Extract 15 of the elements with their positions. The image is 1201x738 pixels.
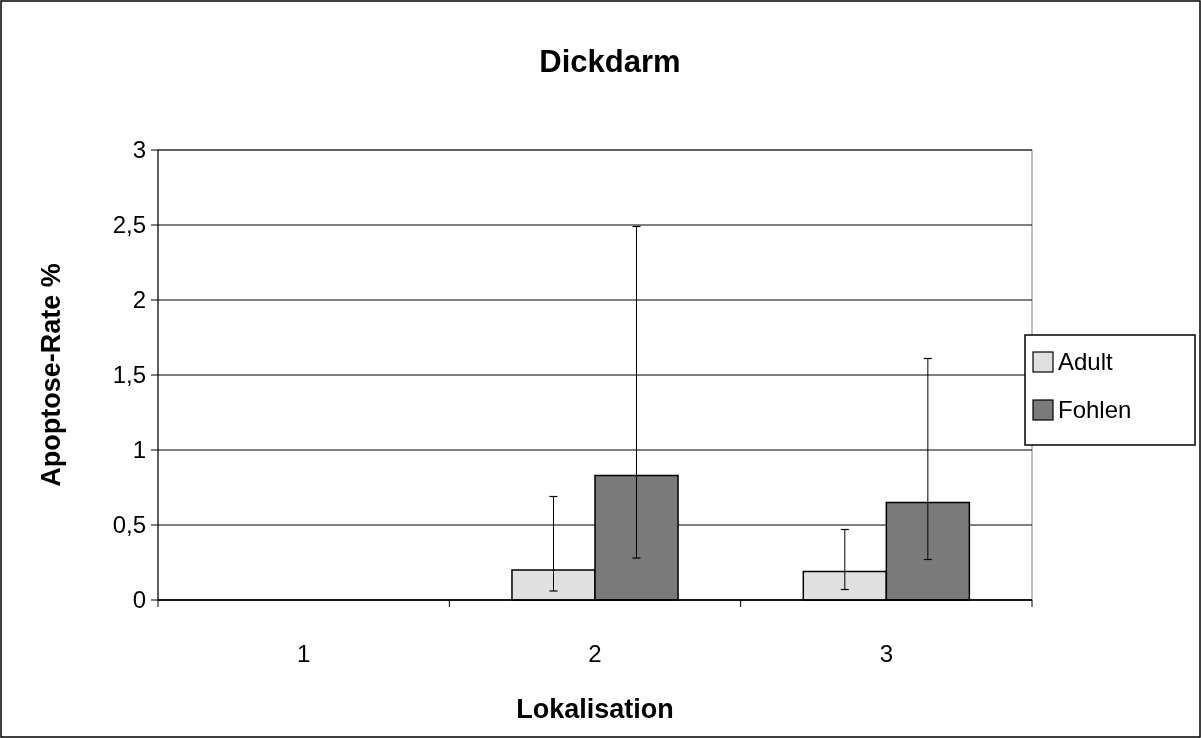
y-tick-label: 1,5	[112, 361, 146, 389]
y-tick-label: 1	[132, 436, 146, 464]
x-tick-label: 1	[296, 640, 311, 667]
y-axis-title: Apoptose-Rate %	[36, 263, 66, 487]
x-tick-label: 3	[879, 640, 894, 667]
y-tick-label: 2,5	[112, 211, 146, 239]
y-tick-label: 2	[132, 286, 146, 314]
y-tick-label: 0,5	[112, 511, 146, 539]
y-tick-label: 0	[132, 586, 146, 614]
legend-label: Adult	[1058, 348, 1114, 376]
x-axis-title: Lokalisation	[516, 694, 674, 724]
x-tick-label: 2	[588, 640, 602, 667]
y-tick-label: 3	[132, 136, 146, 164]
legend-label: Fohlen	[1058, 396, 1132, 424]
chart-title: Dickdarm	[539, 44, 681, 79]
